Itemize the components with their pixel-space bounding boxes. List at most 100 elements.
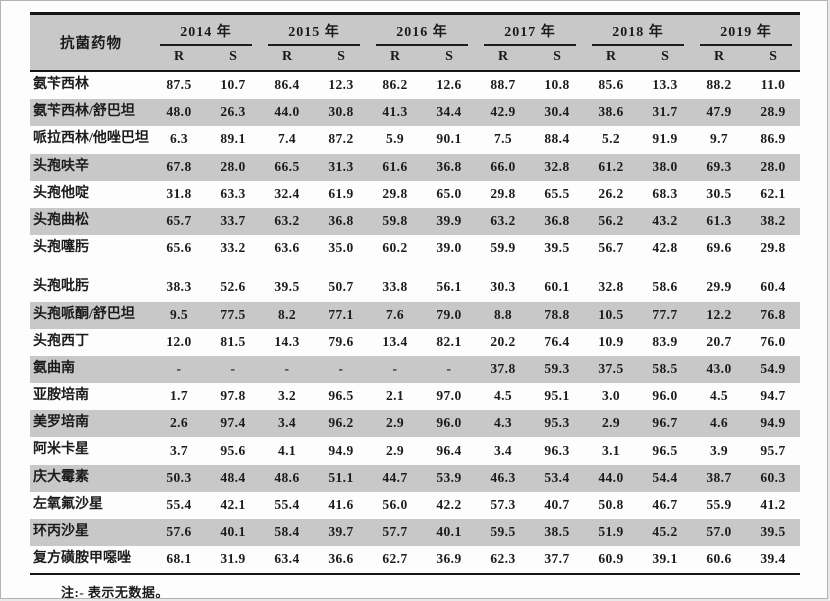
value-cell: 76.4 <box>544 333 570 349</box>
value-cell: 33.8 <box>382 279 408 295</box>
value-cell: 31.8 <box>166 185 192 201</box>
value-cell: 62.3 <box>490 551 516 567</box>
value-cell: 2.9 <box>584 410 638 438</box>
rs-header: S <box>530 46 584 71</box>
drug-name-cell: 亚胺培南 <box>33 388 89 404</box>
value-cell: 97.0 <box>436 388 462 404</box>
rs-header: R <box>152 46 206 71</box>
value-cell: 48.4 <box>206 464 260 492</box>
value-cell: 26.3 <box>206 99 260 127</box>
value-cell: 37.5 <box>584 355 638 384</box>
value-cell: 57.0 <box>692 519 746 547</box>
value-cell: 69.3 <box>692 153 746 181</box>
table-row: 美罗培南 2.6 97.4 3.4 96.2 2.9 96.0 4.3 95.3 2.9 96.7 4… <box>30 410 800 438</box>
value-cell: 86.4 <box>274 77 300 93</box>
value-cell: 55.4 <box>274 496 300 512</box>
value-cell: 87.5 <box>166 77 192 93</box>
value-cell: 58.5 <box>638 355 692 384</box>
value-cell: 12.0 <box>166 333 192 349</box>
value-cell: 56.1 <box>436 279 462 295</box>
value-cell: 35.0 <box>328 240 354 256</box>
value-cell: 33.2 <box>220 240 246 256</box>
value-cell: - <box>368 355 422 384</box>
value-cell: 13.4 <box>382 333 408 349</box>
value-cell: 11.0 <box>760 77 786 93</box>
value-cell: 10.5 <box>584 301 638 329</box>
value-cell: 26.2 <box>598 185 624 201</box>
value-cell: 42.8 <box>652 240 678 256</box>
value-cell: 4.5 <box>709 388 729 404</box>
value-cell: 14.3 <box>274 333 300 349</box>
value-cell: 66.0 <box>476 153 530 181</box>
value-cell: - <box>152 355 206 384</box>
value-cell: 53.9 <box>422 464 476 492</box>
value-cell: 96.4 <box>436 442 462 458</box>
value-cell: 39.1 <box>652 551 678 567</box>
rs-header: S <box>638 46 692 71</box>
value-cell: 77.7 <box>638 301 692 329</box>
header-row-years: 抗菌药物 2014 年 2015 年 2016 年 2017 年 2018 年 2019 年 <box>30 13 800 71</box>
value-cell: 12.3 <box>328 77 354 93</box>
value-cell: 28.0 <box>206 153 260 181</box>
value-cell: 88.7 <box>490 77 516 93</box>
value-cell: 86.2 <box>382 77 408 93</box>
value-cell: 37.8 <box>476 355 530 384</box>
value-cell: 9.5 <box>152 301 206 329</box>
drug-name-cell: 阿米卡星 <box>33 442 89 458</box>
value-cell: 61.2 <box>584 153 638 181</box>
value-cell: 36.8 <box>314 207 368 236</box>
value-cell: 67.8 <box>152 153 206 181</box>
table-row: 复方磺胺甲噁唑 68.1 31.9 63.4 36.6 62.7 36.9 62.3 37.7 6… <box>30 546 800 574</box>
table-row: 头孢西丁 12.0 81.5 14.3 79.6 13.4 82.1 20.2 76.4 10.9… <box>30 329 800 356</box>
value-cell: 50.8 <box>598 496 624 512</box>
value-cell: 61.3 <box>692 207 746 236</box>
value-cell: 32.8 <box>598 279 624 295</box>
value-cell: 8.8 <box>476 301 530 329</box>
value-cell: 95.7 <box>760 442 786 458</box>
value-cell: 60.2 <box>382 240 408 256</box>
value-cell: 77.1 <box>314 301 368 329</box>
value-cell: 39.9 <box>422 207 476 236</box>
drug-name-cell: 氨曲南 <box>30 355 152 384</box>
value-cell: 3.2 <box>277 388 297 404</box>
value-cell: 3.4 <box>260 410 314 438</box>
value-cell: 31.3 <box>314 153 368 181</box>
value-cell: 10.7 <box>220 77 246 93</box>
value-cell: 3.7 <box>169 442 189 458</box>
value-cell: 94.7 <box>760 388 786 404</box>
value-cell: 20.2 <box>490 333 516 349</box>
value-cell: 5.2 <box>601 131 621 147</box>
value-cell: 65.0 <box>436 185 462 201</box>
year-label: 2014 年 <box>160 19 252 46</box>
value-cell: 3.0 <box>601 388 621 404</box>
value-cell: 77.5 <box>206 301 260 329</box>
value-cell: 57.3 <box>490 496 516 512</box>
value-cell: 96.5 <box>328 388 354 404</box>
value-cell: 79.0 <box>422 301 476 329</box>
value-cell: 59.5 <box>476 519 530 547</box>
rs-header: R <box>584 46 638 71</box>
rs-header: S <box>746 46 800 71</box>
value-cell: 95.3 <box>530 410 584 438</box>
value-cell: 9.7 <box>709 131 729 147</box>
value-cell: 31.7 <box>638 99 692 127</box>
value-cell: 65.7 <box>152 207 206 236</box>
value-cell: 34.4 <box>422 99 476 127</box>
table-row: 氨苄西林/舒巴坦 48.0 26.3 44.0 30.8 41.3 34.4 42.9 30.4… <box>30 99 800 127</box>
value-cell: 45.2 <box>638 519 692 547</box>
value-cell: 53.4 <box>530 464 584 492</box>
value-cell: 4.3 <box>476 410 530 438</box>
table-row: 头孢曲松 65.7 33.7 63.2 36.8 59.8 39.9 63.2 36.8 56.2… <box>30 207 800 236</box>
year-label: 2017 年 <box>484 19 576 46</box>
drug-name-cell: 左氧氟沙星 <box>33 496 103 512</box>
value-cell: 59.3 <box>530 355 584 384</box>
value-cell: 60.3 <box>746 464 800 492</box>
rs-header: R <box>476 46 530 71</box>
table-row: 庆大霉素 50.3 48.4 48.6 51.1 44.7 53.9 46.3 53.4 44.0… <box>30 464 800 492</box>
value-cell: 42.1 <box>220 496 246 512</box>
value-cell: 79.6 <box>328 333 354 349</box>
value-cell: 10.9 <box>598 333 624 349</box>
value-cell: 51.9 <box>584 519 638 547</box>
